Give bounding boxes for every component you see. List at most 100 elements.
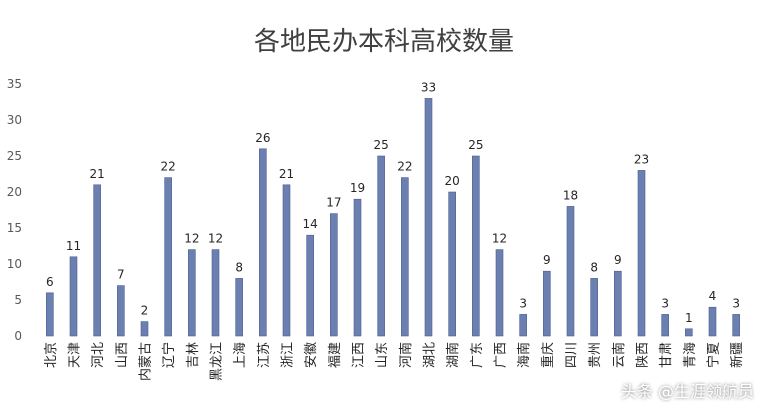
bar-29 [732, 314, 740, 337]
y-tick-label-1: 5 [14, 293, 22, 307]
y-tick-label-7: 35 [7, 77, 22, 91]
bar-25 [637, 170, 646, 337]
bar-22 [566, 206, 575, 337]
x-axis: 北京 天津 河北 山西 内蒙古 辽宁 吉林 黑龙江 上海 江苏 浙江 安徽 福建 江西 山东 河南 湖北 湖南 广东… [44, 342, 745, 381]
x-tick-label-11: 安徽 [304, 342, 319, 368]
data-label-28: 4 [709, 289, 717, 303]
bar-18 [472, 155, 480, 337]
x-tick-label-27: 青海 [683, 342, 698, 368]
bar-19 [495, 249, 504, 337]
x-tick-label-8: 上海 [233, 342, 248, 368]
x-tick-label-29: 新疆 [729, 342, 745, 368]
bar-3 [117, 285, 125, 337]
x-tick-label-15: 河南 [398, 342, 414, 368]
bar-9 [259, 148, 267, 337]
bar-27 [685, 328, 693, 337]
x-tick-label-17: 湖南 [445, 342, 461, 368]
y-tick-label-6: 30 [7, 113, 22, 127]
x-tick-label-18: 广东 [470, 342, 485, 368]
x-tick-label-26: 甘肃 [659, 342, 674, 368]
x-tick-label-3: 山西 [115, 342, 130, 368]
x-tick-label-21: 重庆 [540, 342, 556, 368]
x-tick-label-28: 宁夏 [706, 342, 722, 368]
x-tick-label-5: 辽宁 [161, 342, 177, 368]
x-tick-label-22: 四川 [565, 342, 580, 368]
bar-21 [543, 270, 551, 337]
x-tick-label-9: 江苏 [256, 342, 272, 368]
y-tick-label-5: 25 [7, 149, 22, 163]
data-label-7: 12 [208, 232, 223, 246]
bar-11 [306, 234, 314, 337]
data-label-8: 8 [235, 260, 243, 274]
y-axis: 0 5 10 15 20 25 30 35 [7, 77, 22, 343]
chart-title: 各地民办本科高校数量 [254, 27, 514, 57]
bar-17 [448, 191, 456, 337]
bar-14 [377, 155, 385, 337]
bar-28 [708, 306, 717, 337]
x-tick-label-10: 浙江 [281, 342, 296, 368]
data-label-1: 11 [66, 239, 81, 253]
x-tick-label-19: 广西 [494, 342, 509, 368]
bar-23 [590, 278, 598, 337]
bar-8 [235, 278, 243, 337]
y-tick-label-4: 20 [7, 185, 22, 199]
bar-13 [353, 198, 362, 337]
bar-16 [424, 98, 433, 337]
bar-4 [140, 321, 149, 337]
y-tick-label-3: 15 [7, 221, 22, 235]
bar-20 [519, 314, 527, 337]
data-label-25: 23 [634, 152, 649, 166]
data-label-29: 3 [732, 296, 740, 310]
x-tick-label-20: 海南 [516, 342, 532, 368]
watermark-text: 头条 @生涯领航员 [620, 382, 754, 401]
bar-12 [330, 213, 338, 337]
x-tick-label-1: 天津 [68, 342, 83, 368]
x-tick-label-25: 陕西 [636, 342, 651, 368]
x-tick-label-16: 湖北 [423, 342, 438, 368]
data-label-15: 22 [397, 160, 412, 174]
bar-6 [188, 249, 196, 337]
x-tick-label-23: 贵州 [588, 342, 603, 368]
bar-7 [211, 249, 220, 337]
x-tick-label-6: 吉林 [186, 342, 201, 368]
data-label-17: 20 [445, 174, 460, 188]
bar-2 [93, 184, 101, 337]
data-label-22: 18 [563, 188, 578, 202]
data-label-9: 26 [255, 131, 270, 145]
data-label-14: 25 [374, 138, 389, 152]
data-label-16: 33 [421, 80, 436, 94]
data-label-27: 1 [685, 311, 693, 325]
data-label-20: 3 [519, 296, 527, 310]
x-tick-label-4: 内蒙古 [138, 342, 154, 381]
x-tick-label-13: 江西 [352, 342, 367, 368]
data-label-10: 21 [279, 167, 294, 181]
data-label-0: 6 [46, 275, 54, 289]
data-label-12: 17 [326, 196, 341, 210]
x-tick-label-12: 福建 [328, 342, 343, 368]
bar-10 [282, 184, 291, 337]
data-label-21: 9 [543, 253, 551, 267]
bar-24 [614, 270, 622, 337]
data-label-4: 2 [141, 304, 149, 318]
data-label-24: 9 [614, 253, 622, 267]
data-label-5: 22 [161, 160, 176, 174]
bars-group [46, 98, 740, 337]
bar-0 [46, 292, 54, 337]
data-label-6: 12 [184, 232, 199, 246]
x-tick-label-14: 山东 [375, 342, 390, 368]
data-label-18: 25 [468, 138, 483, 152]
y-tick-label-2: 10 [7, 257, 22, 271]
data-label-13: 19 [350, 181, 365, 195]
data-label-26: 3 [661, 296, 669, 310]
bar-1 [69, 256, 78, 337]
data-label-23: 8 [590, 260, 598, 274]
x-tick-label-2: 河北 [91, 342, 106, 368]
data-label-11: 14 [303, 217, 318, 231]
data-label-3: 7 [117, 268, 125, 282]
y-tick-label-0: 0 [14, 329, 22, 343]
x-tick-label-24: 云南 [611, 342, 627, 368]
bar-5 [164, 177, 172, 337]
data-label-19: 12 [492, 232, 507, 246]
